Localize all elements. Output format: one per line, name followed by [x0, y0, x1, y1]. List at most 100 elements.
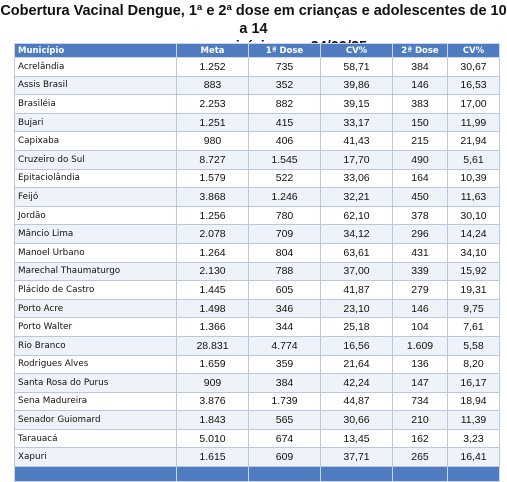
cell-dose-2: 431: [392, 242, 448, 263]
cell-dose-2: 136: [392, 354, 448, 375]
cell-meta: 1.579: [176, 168, 249, 189]
cell-municipio: Plácido de Castro: [14, 280, 177, 300]
cell-dose-1: 788: [248, 261, 321, 282]
table-row: Cruzeiro do Sul 8.727 1.545 17,70 490 5,61: [14, 149, 500, 170]
cell-cv-1: 33,06: [320, 168, 393, 189]
cell-municipio: Mâncio Lima: [14, 224, 177, 244]
table-row: Porto Walter 1.366 344 25,18 104 7,61: [14, 317, 500, 337]
cell-municipio: Xapuri: [14, 447, 177, 468]
table-row: Sena Madureira 3.876 1.739 44,87 734 18,94: [14, 391, 500, 412]
cell-meta: 1.256: [176, 205, 249, 226]
table-row: Assis Brasil 883 352 39,86 146 16,53: [14, 75, 500, 96]
cell-cv-2: 16,41: [447, 447, 500, 468]
cell-dose-2: 734: [392, 391, 448, 412]
cell-cv-1: 62,10: [320, 205, 393, 226]
cell-meta: 1.251: [176, 112, 249, 133]
cell-cv-2: 16,17: [447, 373, 500, 393]
table-row: Brasiléia 2.253 882 39,15 383 17,00: [14, 94, 500, 114]
cell-meta: 980: [176, 131, 249, 151]
cell-meta: 1.843: [176, 410, 249, 430]
cell-dose-1: 709: [248, 224, 321, 244]
cell-cv-2: 16,53: [447, 75, 500, 96]
table-row: Marechal Thaumaturgo 2.130 788 37,00 339 15,9…: [14, 261, 500, 282]
cell-dose-2: 490: [392, 149, 448, 170]
cell-dose-2: 1.609: [392, 335, 448, 356]
cell-dose-1: 605: [248, 280, 321, 300]
cell-dose-1: 1.545: [248, 149, 321, 170]
table-row: Senador Guiomard 1.843 565 30,66 210 11,39: [14, 410, 500, 430]
table-row: Epitaciolândia 1.579 522 33,06 164 10,39: [14, 168, 500, 189]
table-row: Feijó 3.868 1.246 32,21 450 11,63: [14, 187, 500, 207]
cell-meta: 1.445: [176, 280, 249, 300]
cell-dose-2: 104: [392, 317, 448, 337]
column-header-municipio: Município: [14, 43, 177, 58]
cell-cv-1: 37,00: [320, 261, 393, 282]
cell-municipio: Manoel Urbano: [14, 242, 177, 263]
cell-cv-2: 30,67: [447, 57, 500, 77]
cell-cv-1: 63,61: [320, 242, 393, 263]
cell-municipio: Rodrigues Alves: [14, 354, 177, 375]
cell-cv-1: 58,71: [320, 57, 393, 77]
cell-cv-1: 34,12: [320, 224, 393, 244]
cell-meta: 28.831: [176, 335, 249, 356]
total-cell: [248, 466, 321, 482]
cell-municipio: Feijó: [14, 187, 177, 207]
cell-dose-2: 383: [392, 94, 448, 114]
cell-dose-1: 346: [248, 298, 321, 319]
cell-meta: 909: [176, 373, 249, 393]
cell-cv-2: 10,39: [447, 168, 500, 189]
cell-dose-2: 450: [392, 187, 448, 207]
cell-dose-1: 1.739: [248, 391, 321, 412]
cell-dose-2: 296: [392, 224, 448, 244]
cell-cv-2: 15,92: [447, 261, 500, 282]
cell-cv-1: 21,64: [320, 354, 393, 375]
cell-municipio: Tarauacá: [14, 428, 177, 449]
column-header-cv-2: CV%: [447, 43, 500, 58]
column-header-meta: Meta: [176, 43, 249, 58]
cell-meta: 2.253: [176, 94, 249, 114]
page: Cobertura Vacinal Dengue, 1ª e 2ª dose e…: [0, 3, 507, 482]
table-row: Santa Rosa do Purus 909 384 42,24 147 16,17: [14, 373, 500, 393]
cell-cv-2: 11,99: [447, 112, 500, 133]
vaccination-table: Município Meta 1ª Dose CV% 2ª Dose CV% A…: [14, 43, 500, 482]
cell-cv-2: 11,39: [447, 410, 500, 430]
cell-dose-1: 406: [248, 131, 321, 151]
cell-dose-2: 378: [392, 205, 448, 226]
table-body: Acrelândia 1.252 735 58,71 384 30,67 Assis Bra…: [14, 57, 500, 468]
cell-dose-1: 415: [248, 112, 321, 133]
total-cell: [392, 466, 448, 482]
cell-dose-1: 609: [248, 447, 321, 468]
cell-municipio: Brasiléia: [14, 94, 177, 114]
cell-cv-2: 19,31: [447, 280, 500, 300]
cell-meta: 2.078: [176, 224, 249, 244]
cell-meta: 3.876: [176, 391, 249, 412]
cell-meta: 2.130: [176, 261, 249, 282]
cell-cv-2: 8,20: [447, 354, 500, 375]
cell-dose-1: 344: [248, 317, 321, 337]
cell-cv-2: 17,00: [447, 94, 500, 114]
table-row: Rodrigues Alves 1.659 359 21,64 136 8,20: [14, 354, 500, 375]
total-cell: [447, 466, 500, 482]
cell-cv-1: 39,86: [320, 75, 393, 96]
cell-municipio: Porto Acre: [14, 298, 177, 319]
cell-cv-1: 16,56: [320, 335, 393, 356]
cell-cv-2: 21,94: [447, 131, 500, 151]
cell-cv-1: 30,66: [320, 410, 393, 430]
cell-dose-2: 339: [392, 261, 448, 282]
cell-dose-2: 279: [392, 280, 448, 300]
cell-dose-1: 780: [248, 205, 321, 226]
cell-dose-2: 164: [392, 168, 448, 189]
cell-cv-1: 39,15: [320, 94, 393, 114]
cell-municipio: Santa Rosa do Purus: [14, 373, 177, 393]
table-row: Porto Acre 1.498 346 23,10 146 9,75: [14, 298, 500, 319]
column-header-cv-1: CV%: [320, 43, 393, 58]
cell-cv-2: 30,10: [447, 205, 500, 226]
cell-dose-1: 565: [248, 410, 321, 430]
total-cell: [176, 466, 249, 482]
cell-dose-1: 359: [248, 354, 321, 375]
table-row: Bujari 1.251 415 33,17 150 11,99: [14, 112, 500, 133]
cell-meta: 1.252: [176, 57, 249, 77]
cell-dose-1: 804: [248, 242, 321, 263]
cell-cv-2: 34,10: [447, 242, 500, 263]
cell-municipio: Marechal Thaumaturgo: [14, 261, 177, 282]
